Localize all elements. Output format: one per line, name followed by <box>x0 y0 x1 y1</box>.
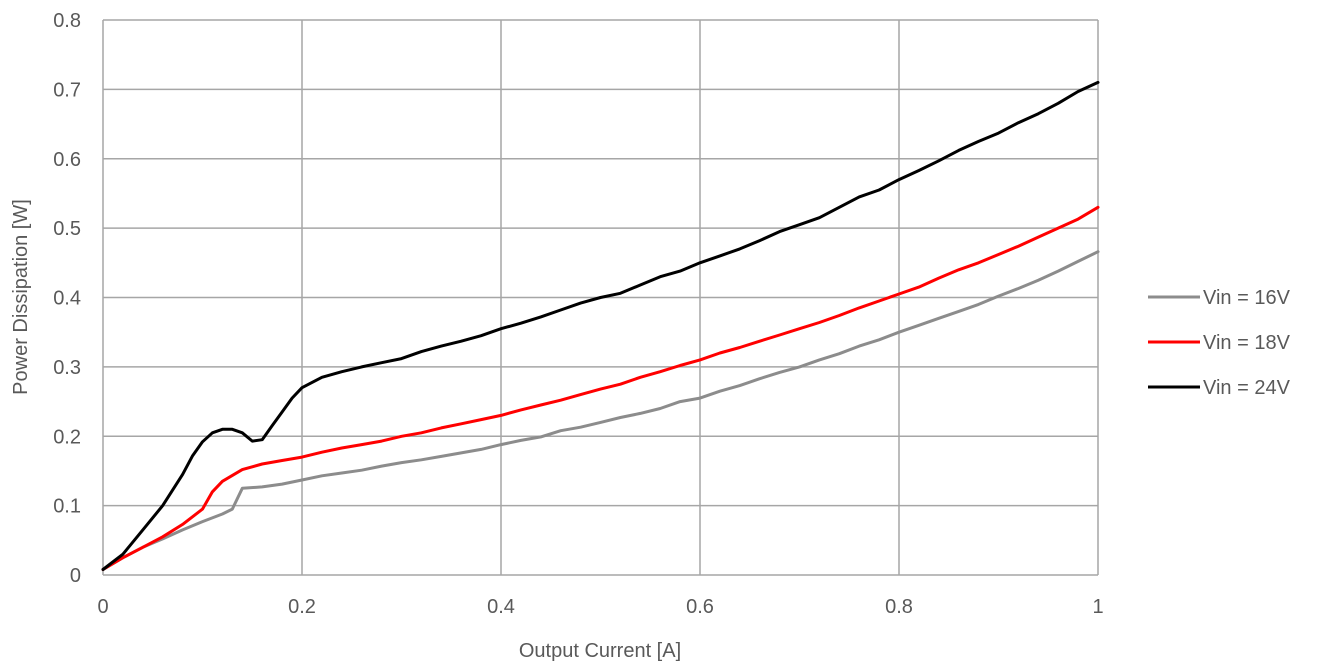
y-tick-label: 0.6 <box>53 149 81 171</box>
x-tick-label: 0.2 <box>288 596 316 618</box>
y-axis-title: Power Dissipation [W] <box>10 199 32 395</box>
x-axis-ticks: 0 0.2 0.4 0.6 0.8 1 <box>97 596 1103 618</box>
y-tick-label: 0.8 <box>53 10 81 32</box>
legend-label-1: Vin = 16V <box>1203 287 1291 309</box>
x-tick-label: 0.4 <box>487 596 515 618</box>
series-lines <box>101 80 1100 571</box>
x-tick-label: 0 <box>97 596 108 618</box>
legend-label-3: Vin = 24V <box>1203 377 1291 399</box>
y-tick-label: 0.7 <box>53 79 81 101</box>
y-tick-label: 0.5 <box>53 218 81 240</box>
x-tick-label: 0.8 <box>885 596 913 618</box>
x-tick-label: 1 <box>1092 596 1103 618</box>
series-line-1 <box>101 250 1100 571</box>
y-tick-label: 0.2 <box>53 426 81 448</box>
x-axis-title: Output Current [A] <box>519 640 681 662</box>
legend: Vin = 16V Vin = 18V Vin = 24V <box>1148 287 1291 399</box>
y-tick-label: 0 <box>70 565 81 587</box>
x-tick-label: 0.6 <box>686 596 714 618</box>
series-line-3 <box>101 80 1100 571</box>
y-tick-label: 0.1 <box>53 496 81 518</box>
y-tick-label: 0.4 <box>53 288 81 310</box>
y-axis-ticks: 0 0.1 0.2 0.3 0.4 0.5 0.6 0.7 0.8 <box>53 10 81 587</box>
y-tick-label: 0.3 <box>53 357 81 379</box>
legend-label-2: Vin = 18V <box>1203 332 1291 354</box>
series-line-2 <box>101 205 1100 571</box>
